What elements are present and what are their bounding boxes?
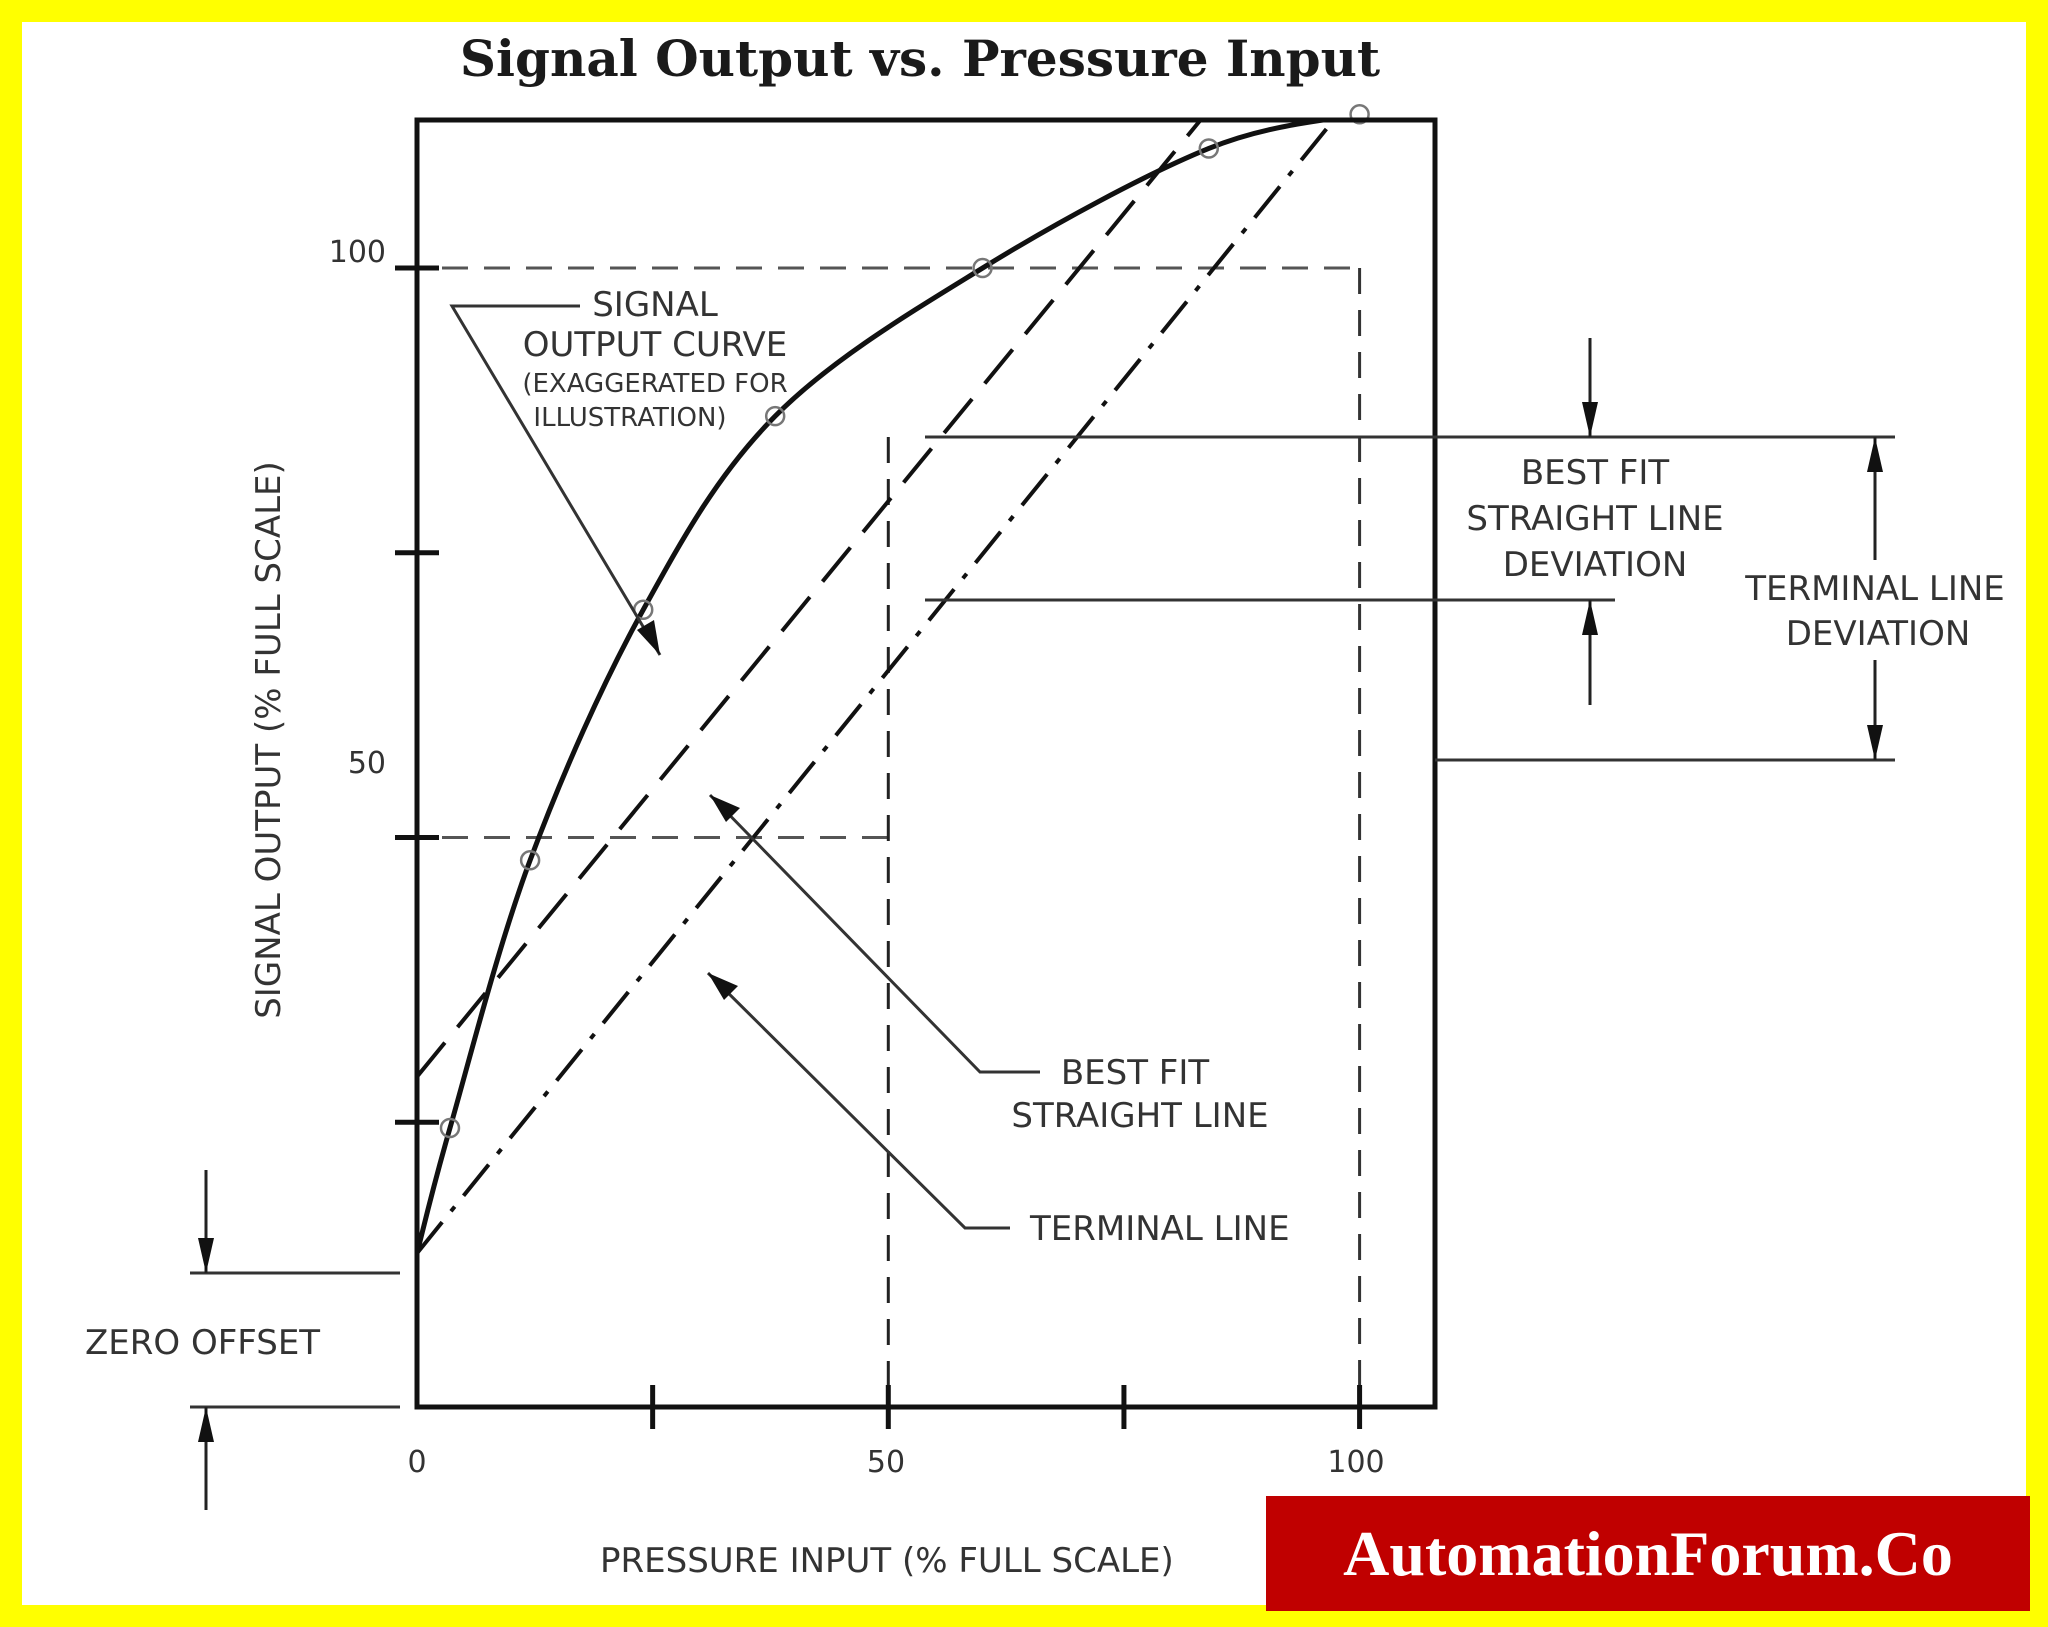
data-point xyxy=(1349,104,1370,125)
data-point xyxy=(519,850,541,871)
zero-offset-arrowhead-top xyxy=(198,1238,214,1273)
data-point xyxy=(972,257,993,279)
best-fit-leader xyxy=(708,793,1040,1074)
terminal-arrowhead xyxy=(708,973,738,1000)
signal-curve-annotation: SIGNAL OUTPUT CURVE (EXAGGERATED FOR ILL… xyxy=(449,285,788,656)
y-tick-label-50: 50 xyxy=(348,746,386,781)
bestfit-dev-arrowhead-top xyxy=(1582,402,1598,437)
terminal-line-annotation: TERMINAL LINE xyxy=(706,971,1290,1249)
terminal-dev-arrowhead-top xyxy=(1867,437,1883,472)
signal-curve-label-2: OUTPUT CURVE xyxy=(523,325,788,365)
y-axis-label: SIGNAL OUTPUT (% FULL SCALE) xyxy=(249,461,289,1019)
series-terminal-line xyxy=(417,120,1337,1255)
data-point xyxy=(764,405,786,427)
best-fit-annotation: BEST FIT STRAIGHT LINE xyxy=(708,793,1269,1136)
zero-offset-label: ZERO OFFSET xyxy=(85,1323,320,1363)
signal-curve-leader xyxy=(449,304,662,656)
bestfit-dev-arrowhead-bottom xyxy=(1582,600,1598,635)
data-point xyxy=(1198,138,1220,159)
bestfit-dev-label-3: DEVIATION xyxy=(1503,545,1688,585)
series-layer xyxy=(417,120,1341,1255)
reference-lines xyxy=(400,266,1362,1407)
signal-curve-label-1: SIGNAL xyxy=(592,285,718,325)
y-tick-label-100: 100 xyxy=(329,235,386,270)
terminal-label: TERMINAL LINE xyxy=(1029,1209,1290,1249)
terminal-dev-label-1: TERMINAL LINE xyxy=(1744,569,2005,609)
best-fit-arrowhead xyxy=(710,795,740,822)
x-axis-label: PRESSURE INPUT (% FULL SCALE) xyxy=(600,1541,1174,1581)
axis-ticks xyxy=(395,265,1363,1429)
best-fit-label-1: BEST FIT xyxy=(1061,1053,1210,1093)
data-points xyxy=(439,104,1370,1139)
x-tick-label-100: 100 xyxy=(1327,1445,1384,1480)
bestfit-dev-label-2: STRAIGHT LINE xyxy=(1466,499,1723,539)
signal-curve-label-3: (EXAGGERATED FOR xyxy=(522,369,787,399)
signal-curve-label-4: ILLUSTRATION) xyxy=(533,403,726,433)
series-best-fit-straight-line xyxy=(417,120,1204,1078)
zero-offset-annotation: ZERO OFFSET xyxy=(85,1170,400,1510)
signal-curve-arrowhead xyxy=(637,620,660,655)
terminal-leader xyxy=(706,971,1010,1230)
bestfit-dev-label-1: BEST FIT xyxy=(1521,453,1670,493)
plot-border xyxy=(414,117,1438,1410)
terminal-dev-arrowhead-bottom xyxy=(1867,725,1883,760)
series-signal-output-curve xyxy=(417,120,1341,1254)
x-tick-label-50: 50 xyxy=(867,1445,905,1480)
terminal-dev-label-2: DEVIATION xyxy=(1786,614,1971,654)
zero-offset-arrowhead-bottom xyxy=(198,1407,214,1442)
data-point xyxy=(439,1117,461,1139)
terminal-dev-label-bg xyxy=(1735,560,2015,660)
deviation-annotations: BEST FIT STRAIGHT LINE DEVIATION TERMINA… xyxy=(925,338,2015,762)
chart-title: Signal Output vs. Pressure Input xyxy=(460,29,1380,88)
best-fit-label-2: STRAIGHT LINE xyxy=(1011,1096,1268,1136)
watermark-banner: AutomationForum.Co xyxy=(1266,1496,2030,1611)
x-tick-label-0: 0 xyxy=(407,1445,426,1480)
